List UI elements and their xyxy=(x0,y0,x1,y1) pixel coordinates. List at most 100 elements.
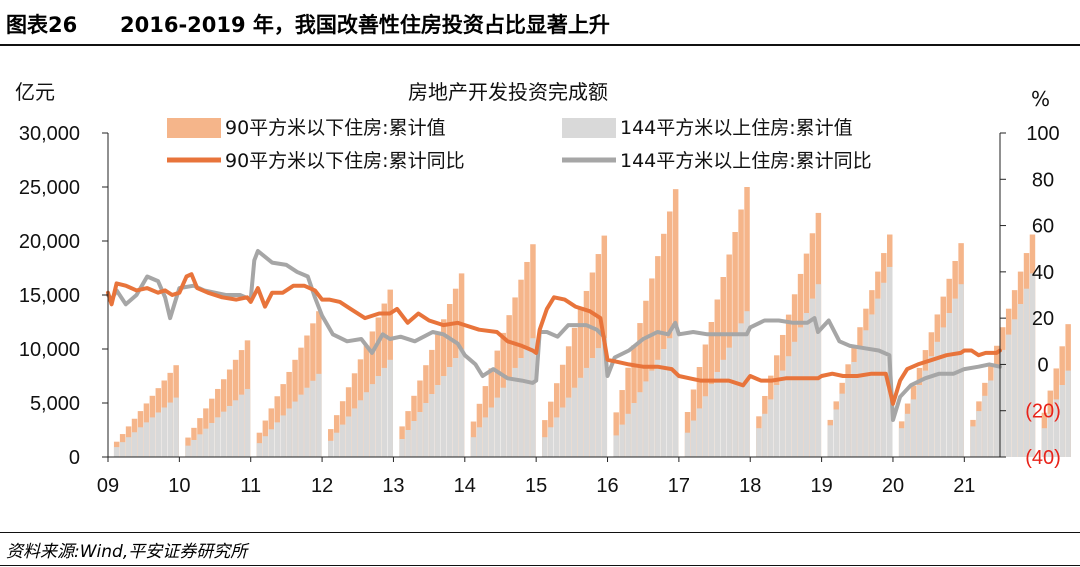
bar-144sqm xyxy=(726,347,732,457)
x-tick-label: 11 xyxy=(240,475,261,497)
bar-144sqm xyxy=(869,314,875,457)
x-tick-label: 12 xyxy=(311,475,333,497)
x-tick-label: 18 xyxy=(739,475,761,497)
bar-144sqm xyxy=(1047,413,1054,457)
bar-144sqm xyxy=(1000,349,1006,457)
header-rule xyxy=(0,44,1080,46)
bar-144sqm xyxy=(666,338,673,457)
bar-144sqm xyxy=(167,402,173,457)
figure-number: 图表26 xyxy=(6,13,78,37)
bar-90sqm xyxy=(643,300,649,457)
bar-144sqm xyxy=(500,387,506,457)
bar-144sqm xyxy=(708,384,715,457)
source-note: 资料来源:Wind,平安证券研究所 xyxy=(6,542,248,562)
bar-144sqm xyxy=(441,376,447,457)
bar-144sqm xyxy=(197,434,203,457)
bar-144sqm xyxy=(280,415,286,457)
bar-144sqm xyxy=(875,298,881,457)
bar-144sqm xyxy=(619,424,625,457)
bar-144sqm xyxy=(333,432,340,457)
bar-144sqm xyxy=(268,429,275,457)
bar-144sqm xyxy=(191,439,197,457)
x-tick-label: 13 xyxy=(382,475,404,497)
left-tick-label: 15,000 xyxy=(19,285,80,307)
bar-144sqm xyxy=(209,422,215,457)
bar-144sqm xyxy=(238,394,245,457)
bar-144sqm xyxy=(613,435,619,457)
legend: 90平方米以下住房:累计值 144平方米以上住房:累计值 90平方米以下住房:累… xyxy=(167,117,872,172)
right-axis-unit: % xyxy=(1031,87,1050,111)
bar-144sqm xyxy=(589,358,596,457)
right-tick-label: 100 xyxy=(1026,123,1059,145)
bar-144sqm xyxy=(316,373,322,457)
bar-144sqm xyxy=(661,349,667,457)
bar-144sqm xyxy=(768,399,774,457)
bar-144sqm xyxy=(625,413,631,457)
bar-144sqm xyxy=(565,397,572,457)
x-tick-label: 14 xyxy=(454,475,476,497)
left-tick-label: 10,000 xyxy=(19,339,80,361)
bar-144sqm xyxy=(363,392,370,457)
right-tick-label: (20) xyxy=(1025,401,1061,423)
bar-144sqm xyxy=(934,341,941,457)
bar-144sqm xyxy=(982,395,988,457)
bar-144sqm xyxy=(797,327,804,457)
right-tick-label: 80 xyxy=(1032,169,1054,191)
bar-144sqm xyxy=(476,427,483,457)
bar-144sqm xyxy=(910,399,917,457)
figure-title: 2016-2019 年，我国改善性住房投资占比显著上升 xyxy=(120,13,610,37)
left-tick-label: 25,000 xyxy=(19,177,80,199)
bar-144sqm xyxy=(405,430,411,457)
left-axis-unit: 亿元 xyxy=(15,80,55,104)
right-tick-label: 0 xyxy=(1037,354,1048,376)
bar-144sqm xyxy=(649,370,655,457)
x-tick-label: 17 xyxy=(668,475,690,497)
bar-144sqm xyxy=(571,387,578,457)
x-tick-label: 21 xyxy=(953,475,975,497)
legend-swatch-144-bar xyxy=(562,118,616,138)
bar-144sqm xyxy=(779,370,786,457)
bar-144sqm xyxy=(833,409,839,457)
bar-144sqm xyxy=(839,393,845,457)
legend-label-90-bar: 90平方米以下住房:累计值 xyxy=(225,117,446,139)
legend-swatch-90-bar xyxy=(167,118,221,138)
bar-144sqm xyxy=(173,397,179,457)
bar-144sqm xyxy=(952,298,958,457)
bar-144sqm xyxy=(857,346,863,457)
bar-144sqm xyxy=(946,313,952,457)
bar-144sqm xyxy=(203,428,209,457)
bar-144sqm xyxy=(119,442,126,457)
bar-90sqm xyxy=(631,345,637,457)
bar-144sqm xyxy=(791,341,798,457)
bar-144sqm xyxy=(524,348,530,457)
bar-144sqm xyxy=(298,394,304,457)
bar-144sqm xyxy=(470,437,477,457)
bar-144sqm xyxy=(328,440,334,457)
bar-144sqm xyxy=(714,371,721,457)
bar-144sqm xyxy=(1041,428,1048,457)
bar-144sqm xyxy=(554,417,560,457)
bar-144sqm xyxy=(672,327,679,457)
bar-144sqm xyxy=(595,348,602,457)
bar-144sqm xyxy=(720,359,726,457)
bar-144sqm xyxy=(304,387,310,457)
bar-144sqm xyxy=(143,422,150,457)
bar-144sqm xyxy=(417,412,423,457)
bar-144sqm xyxy=(506,377,512,457)
bar-144sqm xyxy=(881,282,887,457)
bar-144sqm xyxy=(399,439,405,457)
bar-144sqm xyxy=(137,427,144,457)
bar-144sqm xyxy=(988,380,994,457)
bar-144sqm xyxy=(738,323,744,457)
bar-144sqm xyxy=(161,407,167,457)
bar-144sqm xyxy=(916,385,923,457)
bar-144sqm xyxy=(292,401,298,457)
bar-144sqm xyxy=(601,338,608,457)
bar-144sqm xyxy=(732,335,738,457)
bar-144sqm xyxy=(1065,370,1071,457)
legend-label-144-bar: 144平方米以上住房:累计值 xyxy=(620,117,853,139)
bar-144sqm xyxy=(446,367,453,457)
bar-144sqm xyxy=(411,421,417,457)
bar-144sqm xyxy=(125,437,132,457)
bar-90sqm xyxy=(655,256,661,457)
